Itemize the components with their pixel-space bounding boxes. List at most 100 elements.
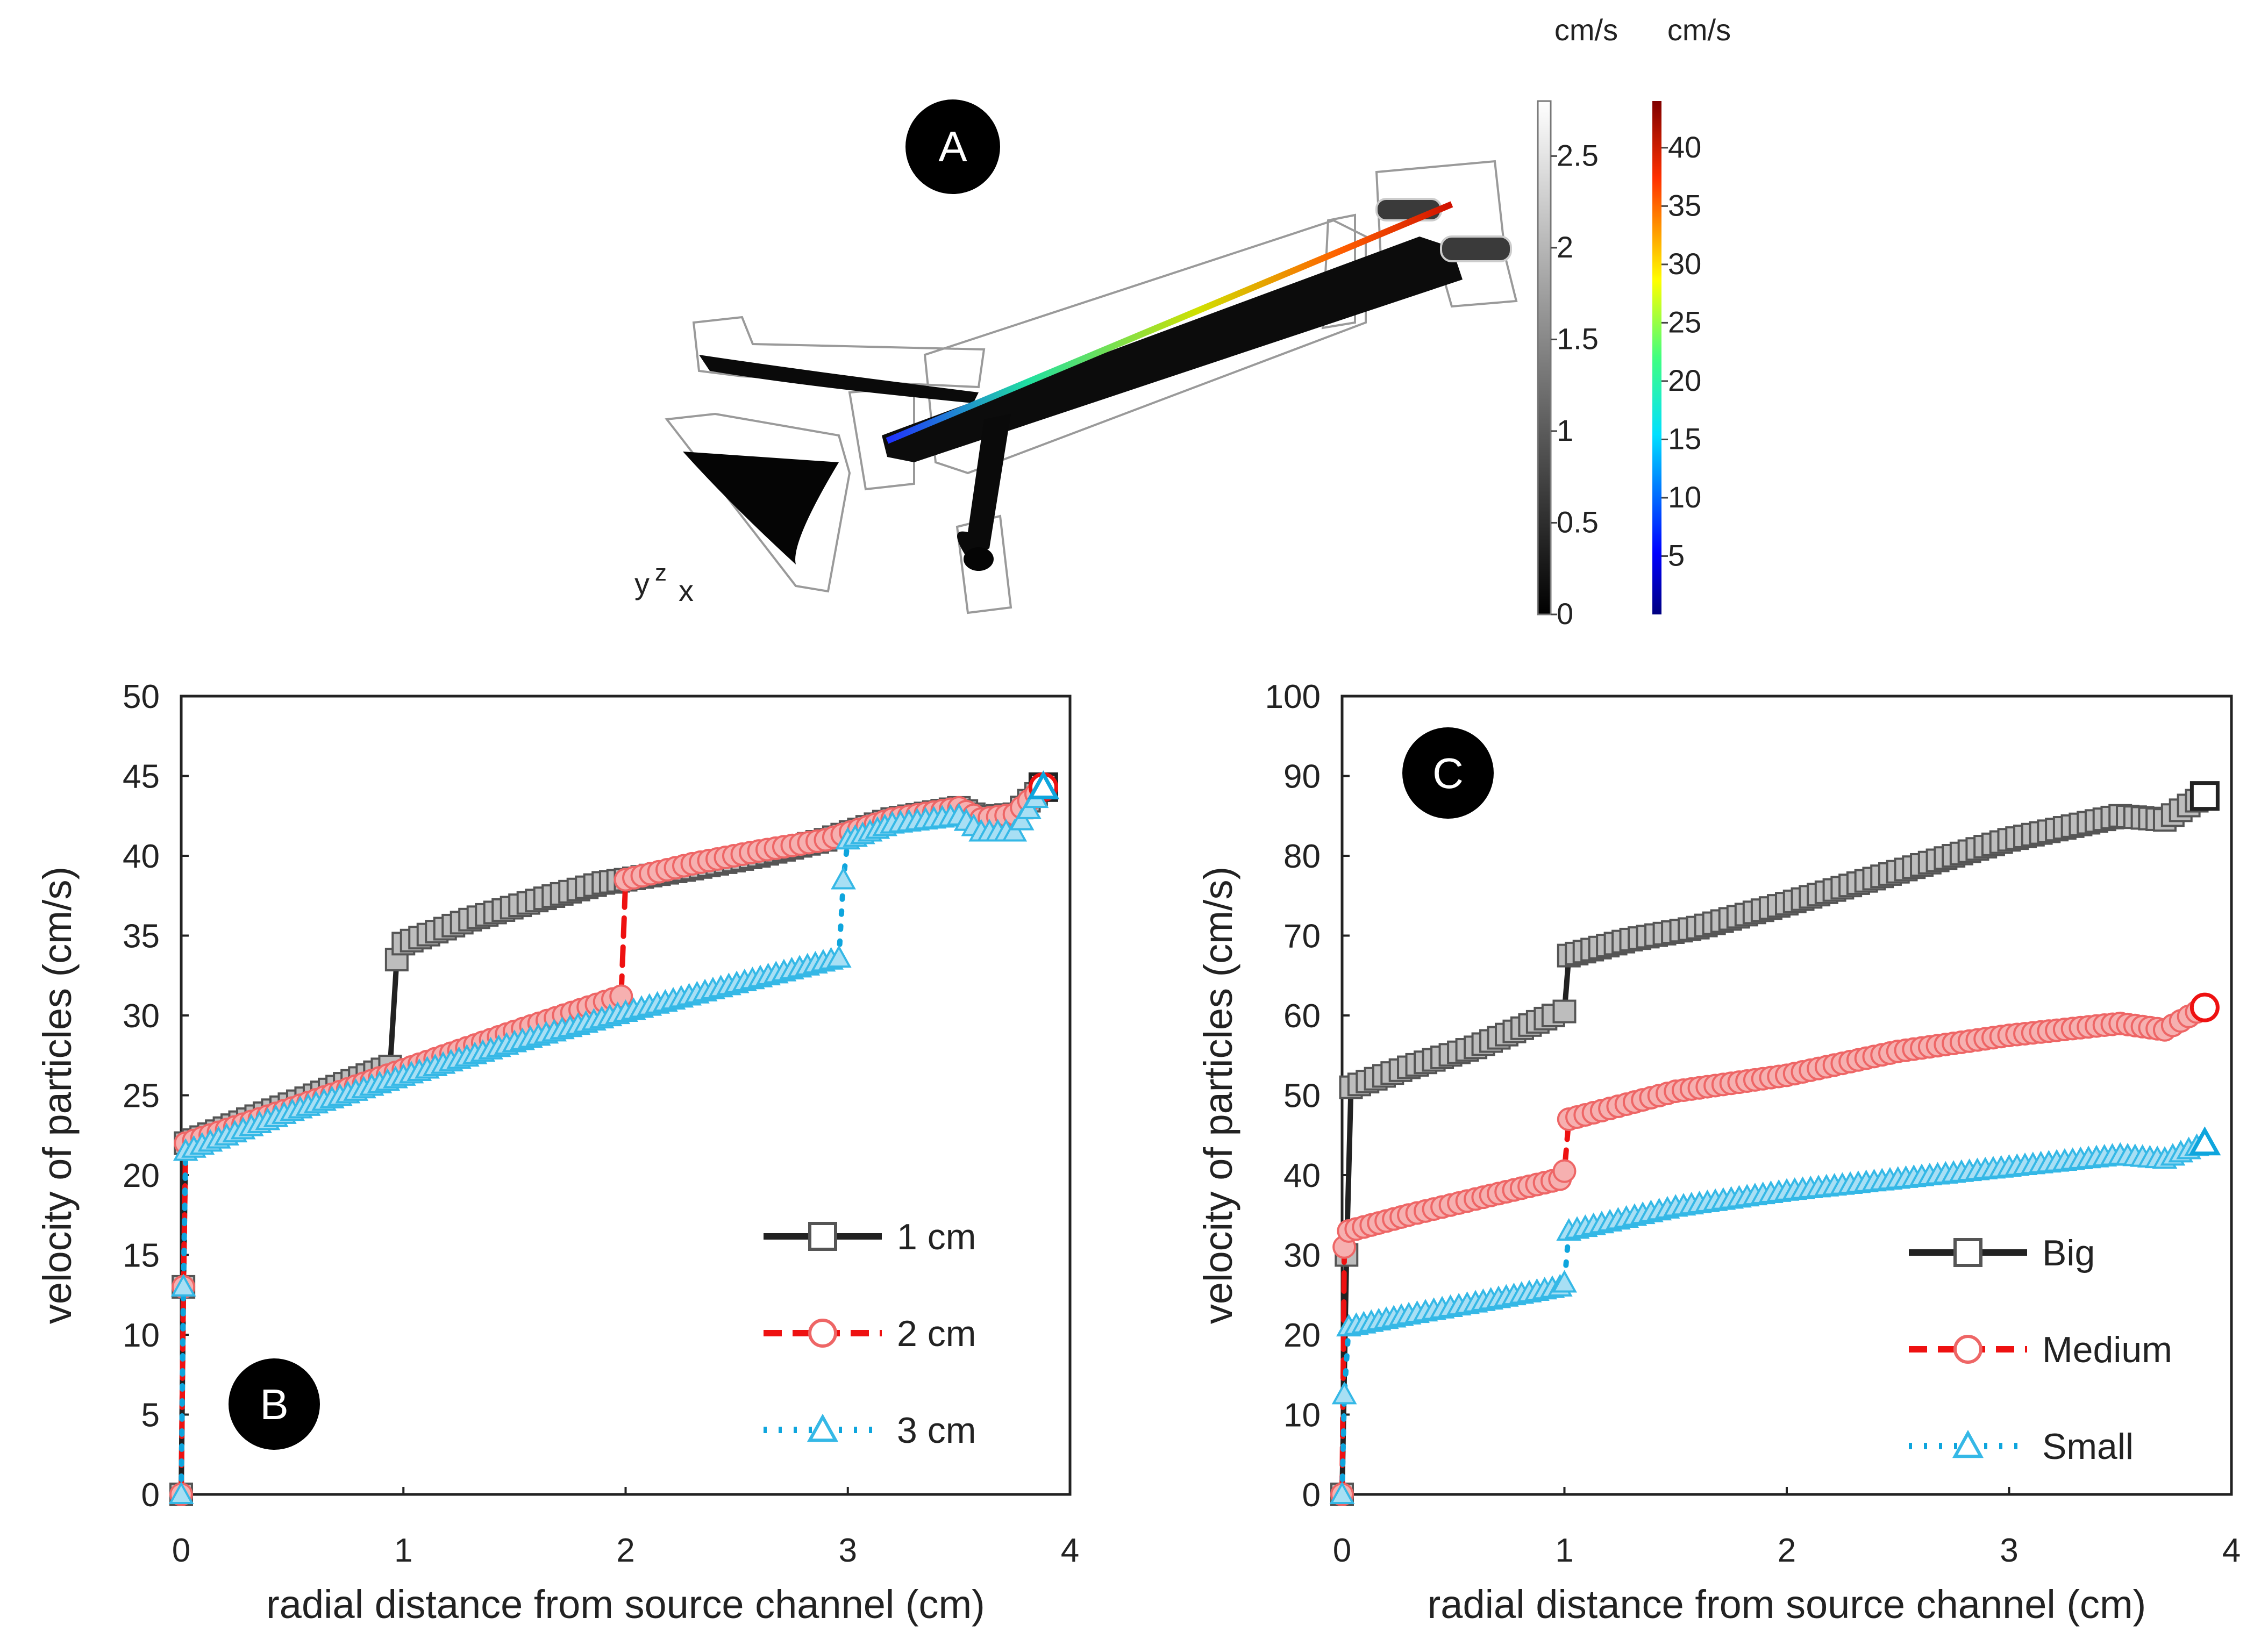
y-tick-label: 5 <box>141 1397 160 1434</box>
series-small <box>1329 1126 2221 1504</box>
x-tick-label: 2 <box>616 1532 634 1569</box>
flow-field-image <box>683 198 1512 571</box>
data-point <box>170 1273 196 1297</box>
data-point <box>1329 1481 1355 1504</box>
data-point <box>609 984 633 1008</box>
x-axis-label: radial distance from source channel (cm) <box>266 1582 985 1627</box>
data-point <box>1552 1270 1577 1293</box>
legend-swatch-marker <box>1952 1429 1984 1458</box>
panel-b-chart: 0 5 10 15 20 25 30 35 40 45 50 0 1 2 3 4 radial distance… <box>35 678 1079 1627</box>
colorbar-jet-gradient <box>1652 101 1661 614</box>
legend-swatch-marker <box>1953 1335 1982 1364</box>
x-tick-label: 4 <box>2222 1532 2241 1569</box>
y-tick-label: 30 <box>123 998 160 1035</box>
panel-a-label: A <box>938 123 967 170</box>
legend-item: Big <box>1909 1233 2095 1273</box>
x-tick-label: 0 <box>172 1532 190 1569</box>
legend-label: Big <box>2042 1233 2095 1273</box>
legend: Big Medium Small <box>1909 1233 2172 1467</box>
data-point <box>168 1481 194 1504</box>
legend-swatch-marker <box>808 1222 837 1251</box>
panel-a-badge <box>905 99 1000 194</box>
colorbar-jet-tick-label: 20 <box>1668 363 1701 397</box>
colorbar-jet-tick-label: 35 <box>1668 188 1701 222</box>
colorbar-jet-tick-label: 40 <box>1668 130 1701 164</box>
y-axis-label: velocity of particles (cm/s) <box>35 867 80 1324</box>
y-tick-label: 35 <box>123 918 160 955</box>
data-point <box>1009 807 1035 831</box>
colorbar-gray-tick-label: 2 <box>1557 230 1573 264</box>
colorbar-gray-unit: cm/s <box>1554 13 1618 47</box>
colorbar-jet-tick-label: 15 <box>1668 421 1701 455</box>
panel-c-chart: 0 10 20 30 40 50 60 70 80 90 100 0 1 2 3 4 radial distan… <box>1196 678 2241 1627</box>
y-tick-label: 45 <box>123 758 160 796</box>
axis-glyph-z: z <box>655 560 667 586</box>
axis-orientation-glyph: y z x <box>634 560 694 607</box>
legend-item: 1 cm <box>764 1216 976 1257</box>
series-big <box>1330 781 2220 1506</box>
x-tick-label: 1 <box>394 1532 412 1569</box>
legend-item: 3 cm <box>764 1410 976 1451</box>
y-tick-label: 30 <box>1283 1237 1321 1275</box>
data-point-end <box>2189 781 2220 811</box>
legend-item: Medium <box>1909 1329 2172 1370</box>
y-tick-label: 15 <box>123 1237 160 1275</box>
x-axis-label: radial distance from source channel (cm) <box>1428 1582 2146 1627</box>
series-medium <box>1330 992 2220 1506</box>
y-tick-label: 50 <box>123 678 160 715</box>
y-tick-label: 80 <box>1283 838 1321 875</box>
y-tick-label: 50 <box>1283 1078 1321 1115</box>
colorbar-jet-tick-label: 10 <box>1668 480 1701 514</box>
colorbar-gray: cm/s 2.5 2 1.5 1 0.5 0 <box>1537 13 1618 631</box>
legend-label: Medium <box>2042 1329 2172 1370</box>
panel-a: A y z x cm/s 2.5 2 1.5 1 0.5 0 cm/s 40 35 30 25 2… <box>634 13 1731 631</box>
colorbar-jet-tick-label: 25 <box>1668 305 1701 339</box>
colorbar-gray-tick-label: 0 <box>1557 597 1573 631</box>
data-point <box>1552 999 1577 1024</box>
y-tick-label: 10 <box>123 1317 160 1354</box>
x-tick-label: 1 <box>1555 1532 1573 1569</box>
colorbar-jet-tick-label: 30 <box>1668 247 1701 281</box>
legend-swatch-marker <box>808 1319 837 1348</box>
legend-swatch-marker <box>1953 1238 1982 1267</box>
legend-item: 2 cm <box>764 1313 976 1354</box>
legend-item: Small <box>1909 1426 2134 1467</box>
y-tick-label: 20 <box>123 1157 160 1194</box>
y-tick-label: 0 <box>1302 1477 1321 1514</box>
y-axis-label: velocity of particles (cm/s) <box>1196 867 1240 1324</box>
series-3-cm <box>168 770 1060 1504</box>
data-point <box>826 944 852 968</box>
colorbar-jet-tick-label: 5 <box>1668 538 1685 572</box>
y-tick-label: 100 <box>1265 678 1321 715</box>
panel-b-badge <box>229 1358 320 1450</box>
x-tick-label: 3 <box>839 1532 857 1569</box>
axis-glyph-y: y <box>634 567 650 600</box>
y-tick-label: 40 <box>1283 1157 1321 1194</box>
colorbar-gray-gradient <box>1537 100 1552 616</box>
x-tick-label: 2 <box>1778 1532 1796 1569</box>
y-tick-label: 70 <box>1283 918 1321 955</box>
data-point <box>1002 819 1028 842</box>
legend: 1 cm 2 cm 3 cm <box>764 1216 976 1451</box>
y-tick-label: 40 <box>123 838 160 875</box>
legend-label: 3 cm <box>897 1410 976 1451</box>
data-point <box>1331 1382 1357 1405</box>
legend-label: 2 cm <box>897 1313 976 1354</box>
legend-label: 1 cm <box>897 1216 976 1257</box>
data-point <box>1016 796 1042 819</box>
y-tick-label: 20 <box>1283 1317 1321 1354</box>
panel-c-badge <box>1402 727 1494 819</box>
panel-c-label: C <box>1432 749 1464 797</box>
x-tick-label: 3 <box>2000 1532 2018 1569</box>
legend-label: Small <box>2042 1426 2134 1467</box>
y-tick-label: 10 <box>1283 1397 1321 1434</box>
legend-swatch-marker <box>807 1413 839 1442</box>
y-tick-label: 25 <box>123 1078 160 1115</box>
data-point <box>1552 1159 1577 1183</box>
panel-b-label: B <box>260 1380 288 1428</box>
colorbar-gray-tick-label: 1.5 <box>1557 321 1599 355</box>
x-tick-label: 0 <box>1333 1532 1351 1569</box>
y-tick-label: 90 <box>1283 758 1321 796</box>
colorbar-gray-tick-label: 2.5 <box>1557 138 1599 172</box>
